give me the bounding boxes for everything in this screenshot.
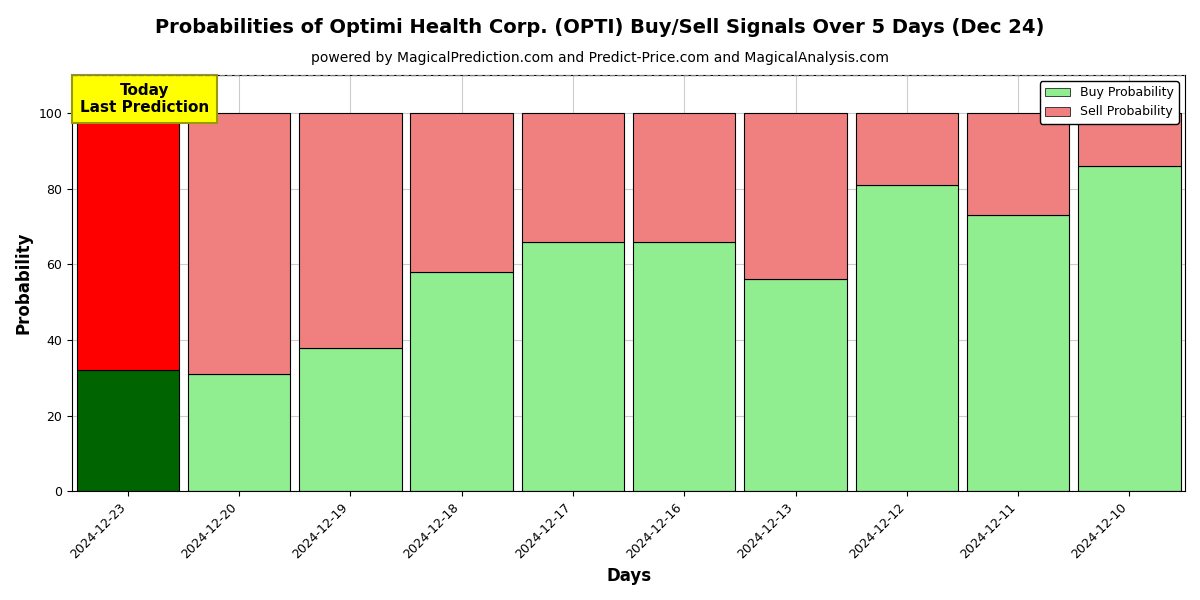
Bar: [634, 113, 736, 242]
Bar: [188, 374, 290, 491]
Legend: Buy Probability, Sell Probability: Buy Probability, Sell Probability: [1040, 81, 1178, 124]
Bar: [188, 113, 290, 374]
Bar: [744, 280, 847, 491]
Bar: [1078, 113, 1181, 166]
Bar: [744, 113, 847, 280]
Bar: [522, 113, 624, 242]
Bar: [1078, 166, 1181, 491]
Bar: [856, 185, 958, 491]
Bar: [856, 113, 958, 185]
Bar: [967, 113, 1069, 215]
Bar: [634, 242, 736, 491]
Text: Today
Last Prediction: Today Last Prediction: [80, 83, 209, 115]
Bar: [967, 215, 1069, 491]
Bar: [299, 347, 402, 491]
Bar: [77, 370, 179, 491]
X-axis label: Days: Days: [606, 567, 652, 585]
Text: Probabilities of Optimi Health Corp. (OPTI) Buy/Sell Signals Over 5 Days (Dec 24: Probabilities of Optimi Health Corp. (OP…: [155, 18, 1045, 37]
Y-axis label: Probability: Probability: [16, 232, 34, 334]
Bar: [522, 242, 624, 491]
Bar: [410, 272, 512, 491]
Text: powered by MagicalPrediction.com and Predict-Price.com and MagicalAnalysis.com: powered by MagicalPrediction.com and Pre…: [311, 51, 889, 65]
Bar: [410, 113, 512, 272]
Bar: [77, 113, 179, 370]
Bar: [299, 113, 402, 347]
